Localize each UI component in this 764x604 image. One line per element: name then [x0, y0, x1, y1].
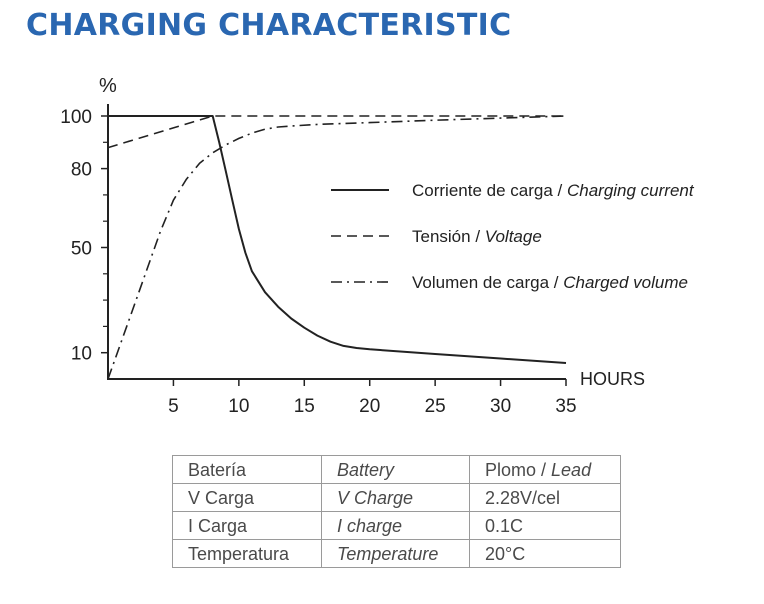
x-tick-label: 20 [359, 396, 380, 417]
table-row: I Carga I charge 0.1C [172, 511, 621, 540]
legend-label-italic: Charging current [567, 181, 695, 200]
table-cell: 20°C [469, 539, 621, 568]
table-cell: Temperatura [172, 539, 322, 568]
table-cell: I charge [321, 511, 470, 540]
cell-text: 20°C [485, 543, 526, 564]
table-cell: V Charge [321, 483, 470, 512]
table-row: Batería Battery Plomo / Lead [172, 455, 621, 484]
chart-legend: Corriente de carga / Charging current Ten… [331, 181, 695, 292]
series-line-2 [107, 115, 567, 380]
page-title: CHARGING CHARACTERISTIC [26, 8, 512, 43]
table-cell: Battery [321, 455, 470, 484]
x-axis-label: HOURS [580, 369, 645, 389]
y-tick-label: 10 [71, 344, 92, 365]
table-cell: V Carga [172, 483, 322, 512]
x-tick-label: 30 [490, 396, 511, 417]
table-cell: Batería [172, 455, 322, 484]
series-line-0 [108, 115, 567, 364]
y-axis-label: % [99, 75, 117, 97]
y-tick-label: 80 [71, 160, 92, 181]
cell-text: 2.28V/cel [485, 487, 561, 508]
y-tick-label: 50 [71, 239, 92, 260]
cell-text: 0.1C [485, 515, 524, 536]
table-row: V Carga V Charge 2.28V/cel [172, 483, 621, 512]
table-cell: Plomo / Lead [469, 455, 621, 484]
x-tick-label: 35 [555, 396, 576, 417]
x-tick-label: 5 [168, 396, 179, 417]
battery-spec-table: Batería Battery Plomo / Lead V Carga V C… [172, 455, 621, 568]
table-row: Temperatura Temperature 20°C [172, 539, 621, 568]
table-cell: I Carga [172, 511, 322, 540]
y-tick-label: 100 [60, 107, 92, 128]
table-cell: 0.1C [469, 511, 621, 540]
x-tick-label: 25 [425, 396, 446, 417]
cell-text-italic: Lead [551, 459, 592, 480]
legend-label-main: Tensión / [412, 227, 485, 246]
chart-axes: 10 50 80 100 5 10 15 20 25 30 35% HOURS [60, 75, 645, 417]
legend-label-0: Corriente de carga / Charging current [412, 181, 695, 200]
cell-text: Plomo / [485, 459, 552, 480]
legend-label-italic: Charged volume [563, 273, 688, 292]
table-cell: Temperature [321, 539, 470, 568]
legend-label-main: Volumen de carga / [412, 273, 563, 292]
legend-label-italic: Voltage [485, 227, 542, 246]
charging-chart: 10 50 80 100 5 10 15 20 25 30 35% HOURS Corriente d… [60, 75, 695, 417]
series-line-1 [107, 115, 566, 149]
legend-label-1: Tensión / Voltage [412, 227, 542, 246]
table-cell: 2.28V/cel [469, 483, 621, 512]
legend-label-2: Volumen de carga / Charged volume [412, 273, 688, 292]
legend-label-main: Corriente de carga / [412, 181, 567, 200]
x-tick-label: 10 [228, 396, 249, 417]
chart-series [107, 115, 567, 380]
x-tick-label: 15 [294, 396, 315, 417]
